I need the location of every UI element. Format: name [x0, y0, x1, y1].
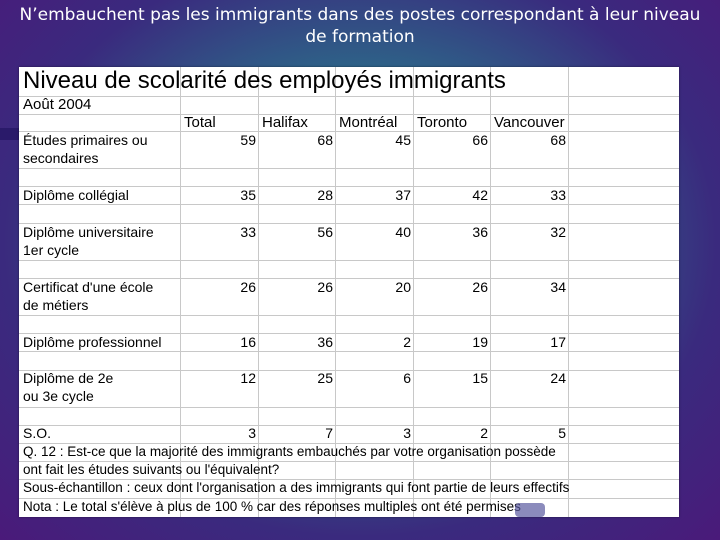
grid-line — [19, 425, 679, 426]
table-cell: 68 — [317, 132, 333, 148]
grid-line — [19, 96, 679, 97]
row-label-continued: ou 3e cycle — [23, 388, 94, 404]
grid-line — [19, 407, 679, 408]
row-label-continued: de métiers — [23, 297, 89, 313]
table-cell: 34 — [550, 279, 566, 295]
table-cell: 37 — [395, 187, 411, 203]
slide-title: N’embauchent pas les immigrants dans des… — [0, 4, 720, 48]
table-cell: 40 — [395, 224, 411, 240]
grid-line — [335, 67, 336, 517]
row-label: Diplôme de 2e — [23, 370, 114, 386]
table-cell: 3 — [248, 425, 256, 441]
row-label-continued: 1er cycle — [23, 242, 80, 258]
table-cell: 6 — [403, 370, 411, 386]
grid-line — [19, 479, 679, 480]
grid-line — [413, 67, 414, 517]
grid-line — [180, 67, 181, 517]
column-header-vancouver: Vancouver — [494, 114, 565, 131]
slide-title-line-2: de formation — [305, 27, 415, 47]
note-total: Nota : Le total s'élève à plus de 100 % … — [23, 499, 521, 514]
grid-line — [19, 131, 679, 132]
grid-line — [19, 278, 679, 279]
table-cell: 7 — [325, 425, 333, 441]
row-label: Certificat d'une école — [23, 279, 154, 295]
table-cell: 42 — [472, 187, 488, 203]
table-cell: 2 — [480, 425, 488, 441]
table-cell: 68 — [550, 132, 566, 148]
grid-line — [19, 333, 679, 334]
table-cell: 32 — [550, 224, 566, 240]
grid-line — [19, 498, 679, 499]
table-cell: 66 — [472, 132, 488, 148]
column-header-total: Total — [184, 114, 216, 131]
logo-icon — [515, 503, 545, 517]
column-header-halifax: Halifax — [262, 114, 308, 131]
table-cell: 25 — [317, 370, 333, 386]
row-label: S.O. — [23, 425, 52, 441]
table-cell: 59 — [240, 132, 256, 148]
row-label: Diplôme universitaire — [23, 224, 154, 240]
table-cell: 35 — [240, 187, 256, 203]
table-cell: 28 — [317, 187, 333, 203]
grid-line — [19, 461, 679, 462]
row-label-continued: secondaires — [23, 150, 99, 166]
grid-line — [19, 186, 679, 187]
grid-line — [19, 114, 679, 115]
spreadsheet-table: Niveau de scolarité des employés immigra… — [19, 67, 679, 517]
grid-line — [258, 67, 259, 517]
table-cell: 3 — [403, 425, 411, 441]
grid-line — [19, 204, 679, 205]
table-cell: 24 — [550, 370, 566, 386]
note-question-continued: ont fait les études suivants ou l'équiva… — [23, 462, 280, 477]
slide-title-line-1: N’embauchent pas les immigrants dans des… — [19, 5, 701, 25]
table-cell: 16 — [240, 334, 256, 350]
table-cell: 26 — [317, 279, 333, 295]
grid-line — [19, 443, 679, 444]
grid-line — [19, 260, 679, 261]
table-heading: Niveau de scolarité des employés immigra… — [23, 67, 506, 94]
grid-line — [490, 67, 491, 517]
table-cell: 5 — [558, 425, 566, 441]
table-cell: 36 — [317, 334, 333, 350]
grid-line — [19, 315, 679, 316]
note-subsample: Sous-échantillon : ceux dont l'organisat… — [23, 480, 570, 495]
table-cell: 36 — [472, 224, 488, 240]
column-header-toronto: Toronto — [417, 114, 468, 131]
column-header-montreal: Montréal — [339, 114, 398, 131]
note-question: Q. 12 : Est-ce que la majorité des immig… — [23, 444, 556, 459]
row-label: Diplôme collégial — [23, 187, 129, 203]
decorative-bar — [0, 128, 22, 140]
grid-line — [19, 168, 679, 169]
table-cell: 45 — [395, 132, 411, 148]
grid-line — [19, 351, 679, 352]
table-cell: 2 — [403, 334, 411, 350]
table-cell: 33 — [240, 224, 256, 240]
table-cell: 20 — [395, 279, 411, 295]
grid-line — [19, 223, 679, 224]
table-cell: 17 — [550, 334, 566, 350]
table-cell: 33 — [550, 187, 566, 203]
table-cell: 15 — [472, 370, 488, 386]
table-cell: 19 — [472, 334, 488, 350]
grid-line — [19, 370, 679, 371]
table-date: Août 2004 — [23, 96, 92, 113]
table-cell: 26 — [472, 279, 488, 295]
table-cell: 56 — [317, 224, 333, 240]
grid-line — [568, 67, 569, 517]
table-cell: 12 — [240, 370, 256, 386]
row-label: Études primaires ou — [23, 132, 148, 148]
row-label: Diplôme professionnel — [23, 334, 162, 350]
table-cell: 26 — [240, 279, 256, 295]
